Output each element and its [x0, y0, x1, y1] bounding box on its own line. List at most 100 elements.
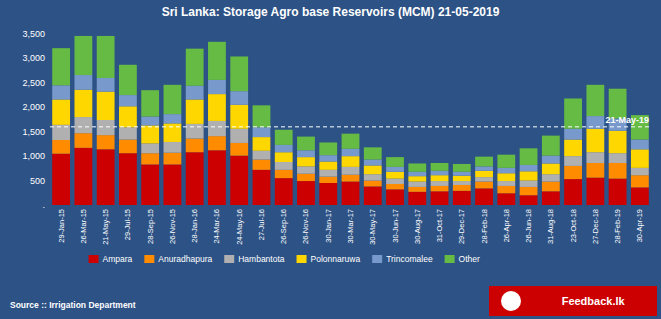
x-tick-label: 27-Jul-16	[257, 209, 266, 240]
bar-segment	[631, 140, 649, 150]
bar-segment	[319, 142, 337, 155]
x-tick-label: 27-Dec-18	[591, 209, 600, 244]
bar-segment	[119, 140, 137, 154]
bar-segment	[208, 150, 226, 205]
legend-swatch	[445, 255, 455, 263]
bar-segment	[386, 157, 404, 167]
bar-segment	[342, 156, 360, 167]
x-tick-label: 30-Mar-17	[346, 209, 355, 244]
legend-label: Trincomalee	[386, 254, 433, 264]
bar-segment	[141, 125, 159, 143]
y-tick-label: .	[42, 200, 45, 210]
bar-segment	[275, 170, 293, 178]
bar-segment	[497, 173, 515, 181]
y-tick-label: 3,000	[22, 53, 45, 63]
bar-segment	[542, 182, 560, 192]
bar-segment	[253, 160, 271, 170]
bar-segment	[208, 42, 226, 80]
bar-segment	[119, 106, 137, 127]
bar-segment	[164, 123, 182, 142]
bar-segment	[475, 157, 493, 167]
bar-segment	[520, 187, 538, 195]
bar-segment	[186, 49, 204, 86]
bar-segment	[431, 171, 449, 175]
bar-segment	[230, 91, 248, 105]
bar-segment	[364, 160, 382, 166]
bar-segment	[141, 164, 159, 205]
chart: Sri Lanka: Storage Agro base Reservoirs …	[0, 0, 661, 319]
bar-segment	[564, 129, 582, 140]
bar-segment	[97, 120, 115, 135]
bar-segment	[97, 78, 115, 92]
y-tick-label: 3,500	[22, 29, 45, 39]
bar-segment	[631, 149, 649, 168]
bar-segment	[342, 167, 360, 175]
x-tick-label: 28-Feb-18	[480, 209, 489, 244]
bar-segment	[186, 86, 204, 100]
x-tick-label: 29-Dec-17	[457, 209, 466, 244]
bar-segment	[431, 163, 449, 171]
bar-segment	[52, 85, 70, 99]
bar-segment	[74, 75, 92, 90]
y-tick-label: 1,000	[22, 151, 45, 161]
bar-segment	[164, 85, 182, 114]
bar-segment	[297, 181, 315, 205]
legend-label: Ampara	[103, 254, 133, 264]
bar-segment	[297, 150, 315, 157]
bar-segment	[564, 166, 582, 179]
badge-icon	[501, 291, 521, 311]
y-tick-label: 500	[30, 176, 45, 186]
bar-segment	[453, 185, 471, 191]
bar-segment	[208, 94, 226, 121]
bar-segment	[609, 131, 627, 153]
bar-segment	[631, 187, 649, 205]
bar-segment	[230, 129, 248, 143]
bar-segment	[386, 184, 404, 189]
bar-segment	[141, 143, 159, 153]
bar-segment	[408, 192, 426, 205]
bar-segment	[475, 166, 493, 170]
bar-segment	[319, 170, 337, 177]
bar-segment	[586, 129, 604, 152]
bar-segment	[497, 168, 515, 173]
legend-swatch	[144, 255, 154, 263]
bar-segment	[297, 166, 315, 173]
bar-segment	[586, 85, 604, 116]
bar-segment	[520, 171, 538, 180]
bars	[52, 36, 649, 205]
bar-segment	[431, 181, 449, 186]
bar-segment	[164, 164, 182, 205]
bar-segment	[275, 178, 293, 205]
bar-segment	[275, 130, 293, 145]
bar-segment	[275, 145, 293, 152]
bar-segment	[319, 177, 337, 183]
title: Sri Lanka: Storage Agro base Reservoirs …	[162, 5, 500, 19]
bar-segment	[97, 135, 115, 149]
legend-swatch	[224, 255, 234, 263]
bar-segment	[342, 182, 360, 205]
bar-segment	[475, 182, 493, 189]
bar-segment	[253, 137, 271, 151]
x-tick-label: 28-Sep-15	[146, 209, 155, 244]
bar-segment	[609, 179, 627, 205]
bar-segment	[631, 168, 649, 175]
bar-segment	[497, 181, 515, 186]
bar-segment	[119, 127, 137, 139]
bar-segment	[52, 48, 70, 85]
y-tick-label: 1,500	[22, 127, 45, 137]
bar-segment	[364, 181, 382, 187]
bar-segment	[186, 152, 204, 205]
bar-segment	[52, 140, 70, 154]
legend-label: Polonnaruwa	[311, 254, 361, 264]
bar-segment	[520, 165, 538, 171]
bar-segment	[319, 183, 337, 205]
bar-segment	[141, 90, 159, 116]
x-tick-label: 29-Jul-15	[123, 209, 132, 240]
bar-segment	[141, 117, 159, 126]
bar-segment	[342, 134, 360, 149]
bar-segment	[453, 176, 471, 181]
bar-segment	[497, 193, 515, 205]
bar-segment	[453, 191, 471, 205]
bar-segment	[74, 90, 92, 117]
bar-segment	[408, 176, 426, 181]
